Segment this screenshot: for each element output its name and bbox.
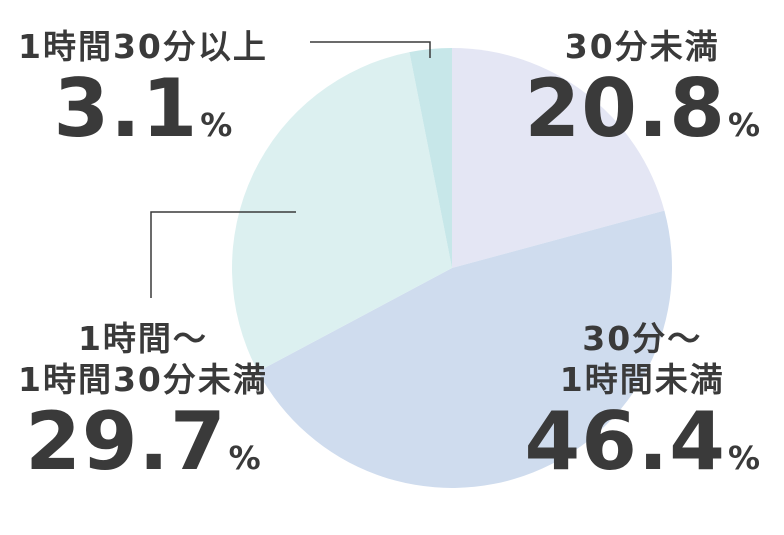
slice-label-under-30m: 30分未満 20.8% [525,30,760,149]
slice-category-label: 1時間未満 [559,360,725,399]
slice-category-label: 1時間～ [77,319,208,358]
slice-value-number: 20.8 [524,62,726,155]
slice-category-label: 1時間30分未満 [18,360,268,399]
slice-category-label: 30分未満 [564,27,720,66]
pie-slice-30m-to-1h [257,210,672,488]
slice-value-number: 46.4 [524,395,726,488]
leader-line-1h30m-plus [310,41,431,58]
slice-label-1h30m-plus: 1時間30分以上 3.1% [18,30,268,149]
slice-value-unit: % [727,106,760,144]
slice-value-number: 29.7 [25,395,227,488]
slice-label-1h-to-1h30m: 1時間～ 1時間30分未満 29.7% [18,322,268,482]
slice-value-label: 46.4% [525,402,760,482]
slice-value-number: 3.1 [53,62,199,155]
slice-value-label: 29.7% [18,402,268,482]
slice-value-unit: % [228,439,261,477]
slice-value-unit: % [200,106,233,144]
slice-label-30m-to-1h: 30分～ 1時間未満 46.4% [525,322,760,482]
pie-slice-1h-to-1h30m [232,52,452,372]
slice-category-label: 1時間30分以上 [18,27,268,66]
pie-slice-1h30m-plus [409,48,452,268]
pie-slice-under-30m [452,48,665,268]
pie-slices [232,48,672,488]
slice-value-label: 20.8% [525,69,760,149]
leader-line-1h-to-1h30m [150,211,296,298]
slice-category-label: 30分～ [582,319,703,358]
slice-value-label: 3.1% [18,69,268,149]
slice-value-unit: % [727,439,760,477]
